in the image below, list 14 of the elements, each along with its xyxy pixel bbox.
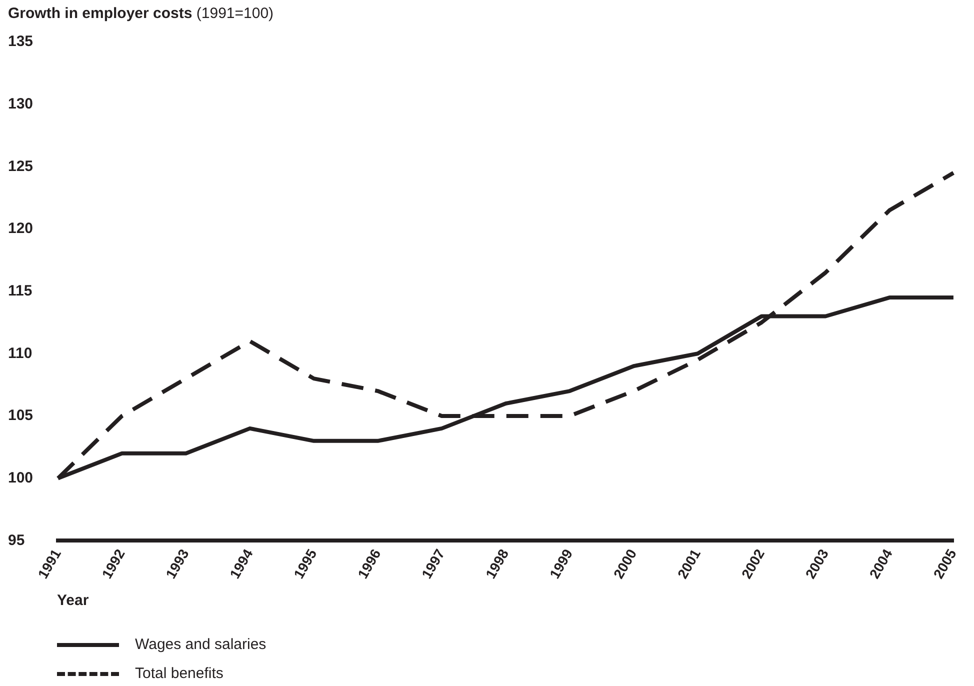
y-tick-label: 105 <box>8 407 34 424</box>
y-tick-label: 95 <box>8 532 25 549</box>
chart-title: Growth in employer costs <box>8 5 192 22</box>
legend-label: Total benefits <box>135 665 224 682</box>
y-tick-label: 110 <box>8 344 32 362</box>
y-tick-label: 125 <box>8 158 34 175</box>
y-tick-label: 135 <box>8 33 34 50</box>
y-tick-label: 130 <box>8 95 34 112</box>
y-tick-label: 100 <box>8 469 34 486</box>
legend-label: Wages and salaries <box>135 636 266 653</box>
x-axis-title: Year <box>57 592 89 609</box>
y-tick-label: 120 <box>8 220 34 238</box>
chart-subtitle: (1991=100) <box>195 5 274 22</box>
y-tick-label: 115 <box>8 282 32 300</box>
